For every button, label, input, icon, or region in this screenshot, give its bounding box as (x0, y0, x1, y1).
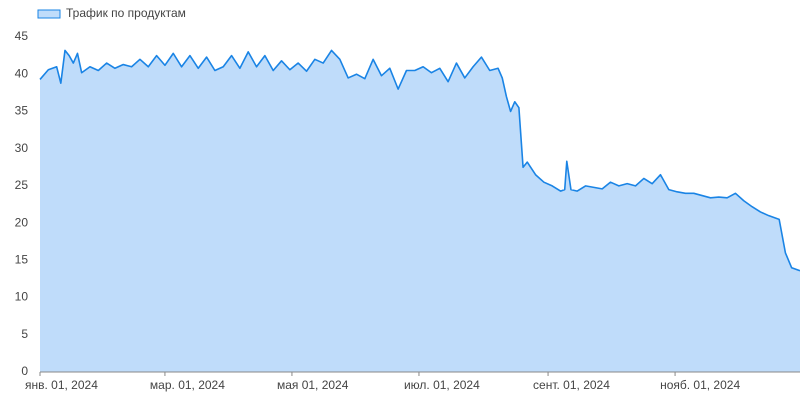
y-tick-label: 20 (15, 215, 29, 229)
area-line (39, 49, 800, 272)
y-tick-label: 15 (15, 253, 29, 267)
x-tick-label: июл. 01, 2024 (404, 378, 480, 392)
x-tick-label: сент. 01, 2024 (533, 378, 610, 392)
y-tick-label: 0 (21, 364, 28, 378)
y-tick-label: 40 (15, 66, 29, 80)
x-tick-label: мар. 01, 2024 (150, 378, 225, 392)
legend-swatch (37, 9, 61, 19)
y-tick-label: 10 (15, 290, 29, 304)
y-tick-label: 5 (21, 327, 28, 341)
legend-label: Трафик по продуктам (66, 6, 186, 20)
y-tick-label: 45 (15, 29, 29, 43)
y-tick-label: 30 (15, 141, 29, 155)
area-fill (40, 50, 800, 373)
x-tick-label: мая 01, 2024 (277, 378, 349, 392)
x-tick-label: нояб. 01, 2024 (660, 378, 740, 392)
y-tick-label: 35 (15, 104, 29, 118)
y-tick-label: 25 (15, 178, 29, 192)
x-tick-label: янв. 01, 2024 (25, 378, 98, 392)
